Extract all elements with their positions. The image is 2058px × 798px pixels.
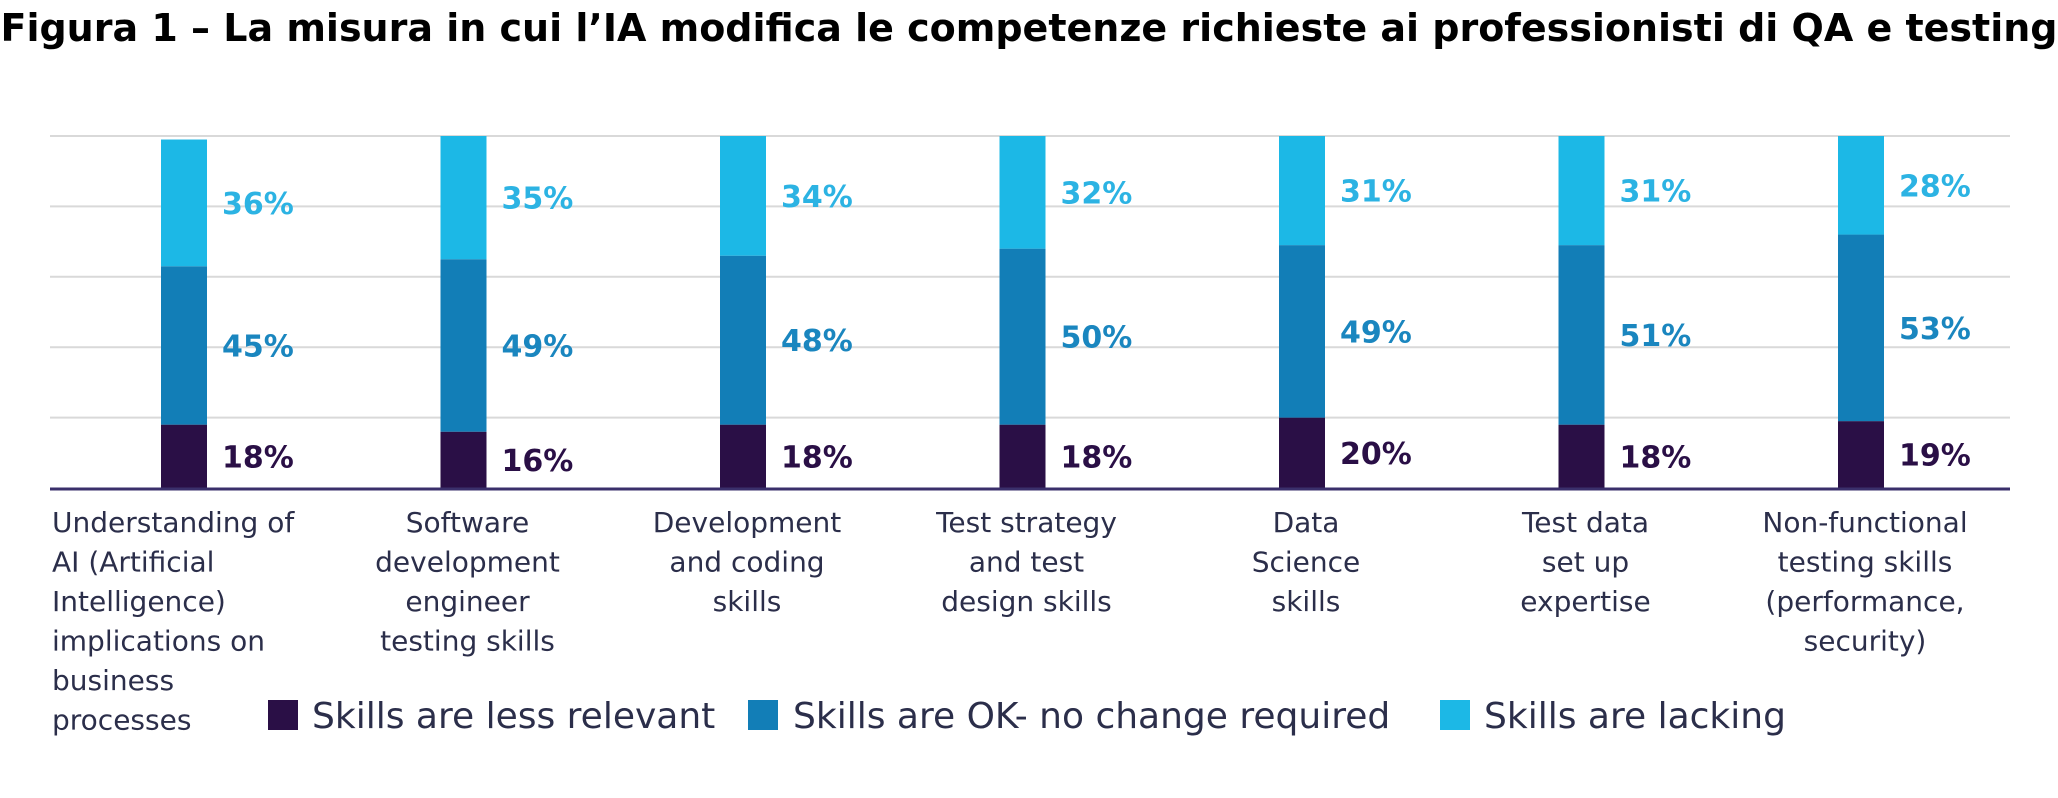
- bar-segment: [1838, 136, 1884, 235]
- data-labels: 18% 45% 36% 16% 49% 35% 18% 48% 34% 18% 50% 32% 20% 4…: [222, 169, 1971, 479]
- data-label: 16%: [502, 444, 574, 479]
- data-label: 20%: [1340, 437, 1412, 472]
- chart-title: Figura 1 – La misura in cui l’IA modific…: [0, 6, 2058, 50]
- x-tick-label: Data Science skills: [1252, 506, 1361, 618]
- data-label: 28%: [1899, 169, 1971, 204]
- legend-swatch: [748, 700, 778, 730]
- data-label: 19%: [1899, 439, 1971, 474]
- data-label: 18%: [222, 440, 294, 475]
- bar-segment: [161, 139, 207, 267]
- legend-swatch: [1440, 700, 1470, 730]
- bar-segment: [161, 424, 207, 488]
- bar-segment: [1279, 417, 1325, 488]
- data-label: 18%: [1620, 440, 1692, 475]
- data-label: 34%: [781, 180, 853, 215]
- legend-label: Skills are lacking: [1484, 696, 1786, 737]
- data-label: 50%: [1061, 321, 1133, 356]
- data-label: 31%: [1620, 175, 1692, 210]
- legend: Skills are less relevant Skills are OK- n…: [268, 696, 1786, 737]
- data-label: 31%: [1340, 175, 1412, 210]
- x-tick-label: Development and coding skills: [653, 506, 842, 618]
- bar-segment: [1279, 245, 1325, 418]
- bar-segment: [1279, 136, 1325, 246]
- bar-segment: [999, 248, 1046, 425]
- bar-segment: [720, 136, 766, 256]
- x-tick-label: Test data set up expertise: [1520, 506, 1650, 618]
- data-label: 49%: [502, 329, 574, 364]
- bar-segment: [440, 431, 487, 488]
- bar-segment: [720, 255, 766, 425]
- legend-label: Skills are less relevant: [312, 696, 715, 737]
- data-label: 48%: [781, 324, 853, 359]
- data-label: 49%: [1340, 315, 1412, 350]
- bar-segment: [161, 266, 207, 425]
- x-tick-label: Non-functional testing skills (performance…: [1762, 506, 1967, 658]
- x-tick-label: Test strategy and test design skills: [935, 506, 1117, 618]
- data-label: 32%: [1061, 176, 1133, 211]
- x-tick-labels: Understanding of AI (Artificial Intelligen…: [52, 506, 1968, 737]
- data-label: 18%: [781, 440, 853, 475]
- legend-swatch: [268, 700, 298, 730]
- data-label: 18%: [1061, 440, 1133, 475]
- data-label: 51%: [1620, 319, 1692, 354]
- bar-segment: [999, 136, 1046, 249]
- bar-segment: [1558, 424, 1605, 488]
- bars: [161, 136, 1884, 488]
- bar-segment: [440, 136, 487, 260]
- data-label: 36%: [222, 187, 294, 222]
- x-tick-label: Understanding of AI (Artificial Intelligen…: [52, 506, 295, 737]
- bar-segment: [720, 424, 766, 488]
- bar-segment: [999, 424, 1046, 488]
- bar-segment: [440, 259, 487, 432]
- bar-segment: [1558, 136, 1605, 246]
- bar-segment: [1838, 234, 1884, 422]
- bar-segment: [1838, 421, 1884, 488]
- x-tick-label: Software development engineer testing skill…: [375, 506, 560, 658]
- legend-label: Skills are OK- no change required: [793, 696, 1390, 737]
- bar-segment: [1558, 245, 1605, 425]
- data-label: 45%: [222, 329, 294, 364]
- data-label: 35%: [502, 182, 574, 217]
- data-label: 53%: [1899, 312, 1971, 347]
